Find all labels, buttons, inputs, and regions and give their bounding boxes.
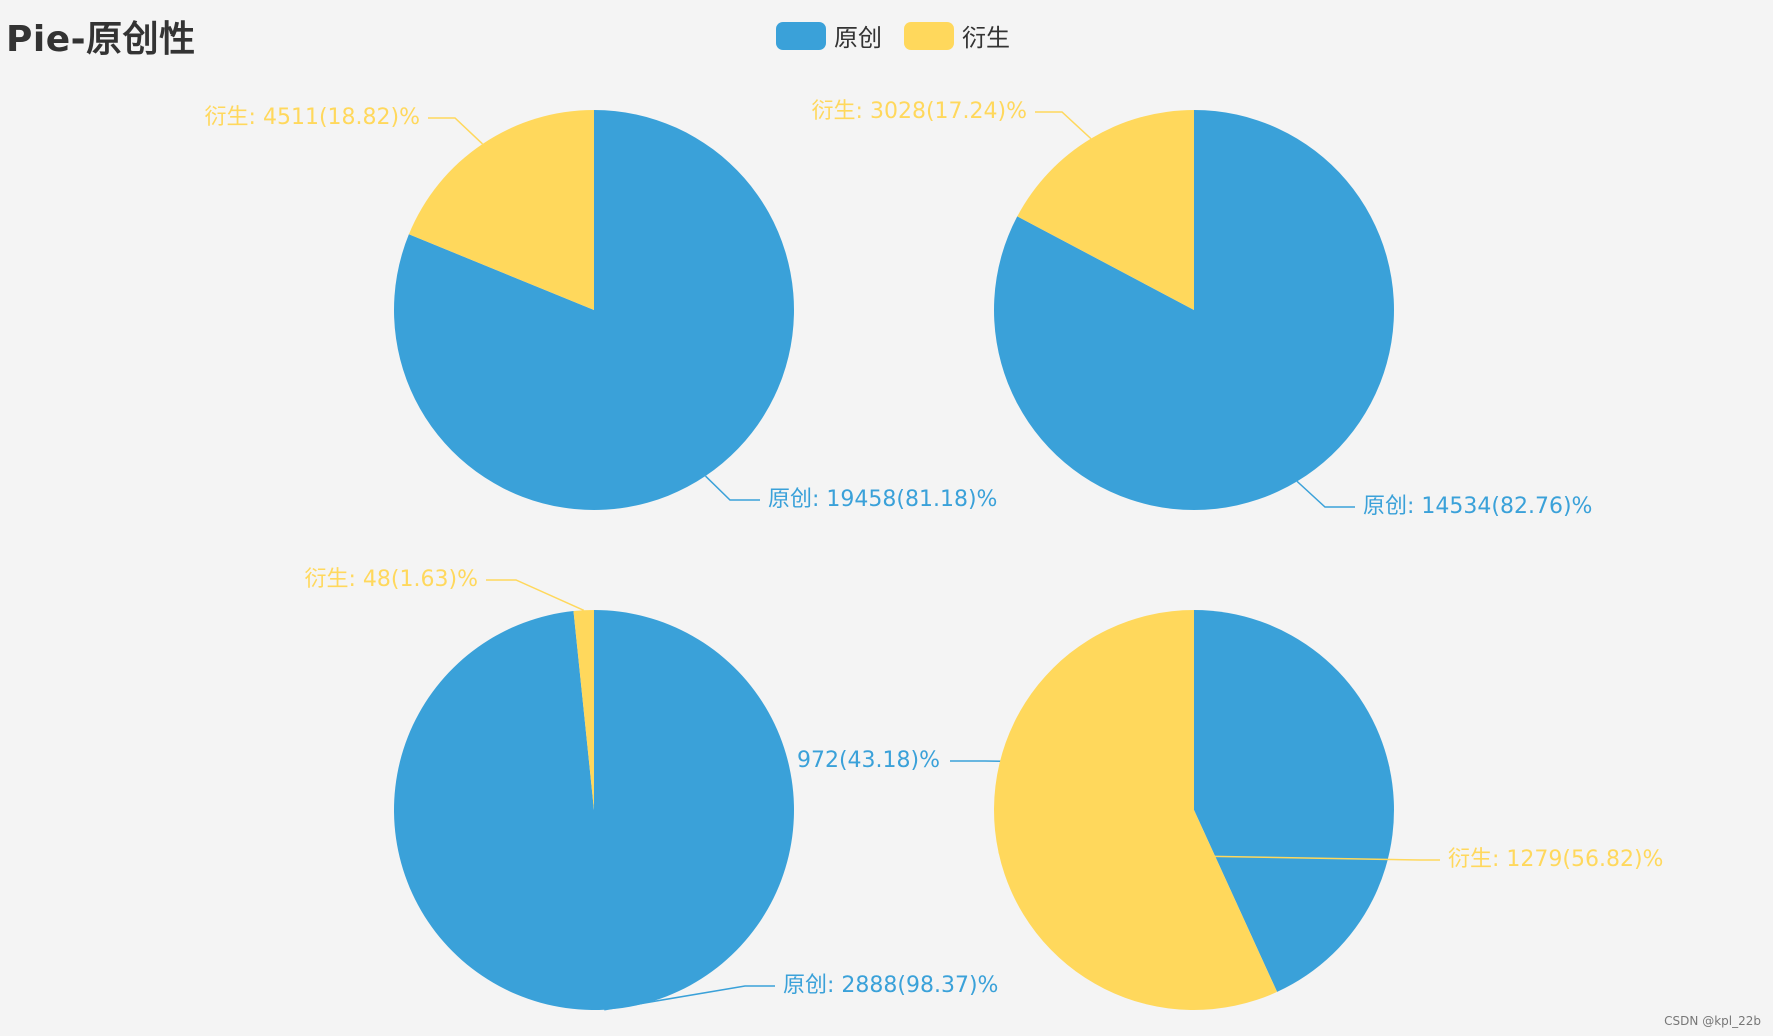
label-line: [486, 579, 585, 611]
label-line: [428, 117, 484, 145]
label-line: [1035, 111, 1092, 140]
slice-label: 原创: 2888(98.37)%: [783, 973, 998, 998]
slice-label: 原创: 19458(81.18)%: [768, 487, 997, 512]
legend-item-derivative[interactable]: 衍生: [904, 18, 1010, 53]
pie-slice-original[interactable]: [393, 610, 794, 1011]
pie-slice-derivative[interactable]: [1017, 109, 1194, 310]
label-line: [1296, 480, 1355, 508]
slice-label: 原创: 14534(82.76)%: [1363, 494, 1592, 519]
pie-slice-derivative[interactable]: [573, 610, 594, 810]
slice-label: 衍生: 3028(17.24)%: [812, 99, 1027, 124]
legend-swatch-derivative: [904, 21, 954, 50]
pie-chart-3: 原创: 2888(98.37)% 衍生: 48(1.63)%: [305, 567, 998, 1011]
slice-label: 衍生: 4511(18.82)%: [205, 105, 420, 130]
pie-chart-4: 972(43.18)% 衍生: 1279(56.82)%: [797, 609, 1663, 1010]
legend: 原创 衍生: [776, 18, 1032, 53]
label-line: [704, 475, 760, 501]
legend-label-original: 原创: [834, 24, 882, 52]
legend-item-original[interactable]: 原创: [776, 18, 882, 53]
watermark: CSDN @kpl_22b: [1664, 1014, 1761, 1028]
pie-slice-derivative[interactable]: [408, 110, 594, 310]
pie-slice-derivative[interactable]: [994, 610, 1278, 1010]
slice-label: 衍生: 1279(56.82)%: [1448, 847, 1663, 872]
slice-label: 972(43.18)%: [797, 748, 940, 773]
chart-title: Pie-原创性: [6, 19, 196, 60]
pie-chart-1: 原创: 19458(81.18)% 衍生: 4511(18.82)%: [205, 105, 998, 512]
slice-label: 衍生: 48(1.63)%: [305, 567, 478, 592]
legend-swatch-original: [776, 21, 826, 50]
pie-chart-2: 原创: 14534(82.76)% 衍生: 3028(17.24)%: [812, 99, 1593, 519]
legend-label-derivative: 衍生: [962, 24, 1010, 52]
pie-slice-original[interactable]: [1194, 609, 1394, 992]
label-line: [998, 851, 1440, 861]
label-line: [950, 760, 1390, 769]
label-line: [604, 985, 775, 1011]
